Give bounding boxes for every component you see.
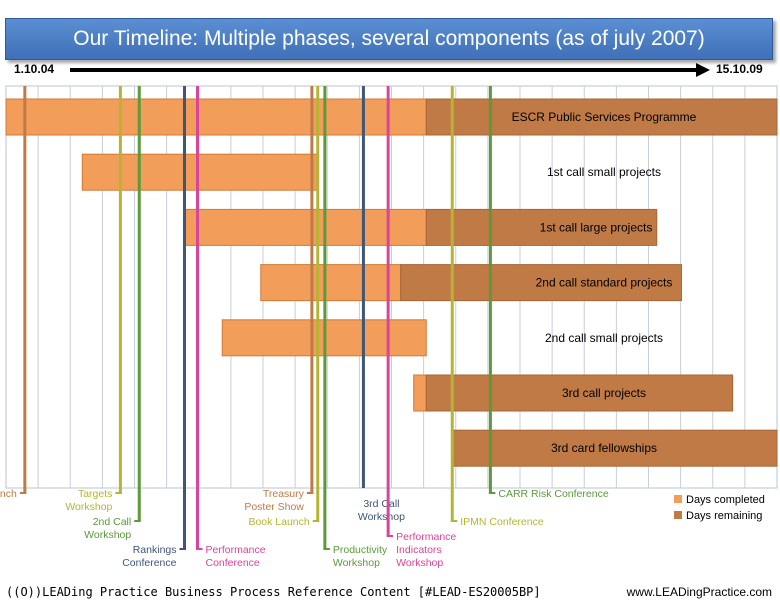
bar-label: 1st call small projects (547, 165, 661, 179)
bar-completed (184, 208, 427, 246)
event-label: CARR Risk Conference (498, 488, 608, 500)
footer-copyright: ((O))LEADing Practice Business Process R… (6, 585, 541, 599)
bar-label: ESCR Public Services Programme (512, 110, 697, 124)
event-label: Workshop (84, 529, 131, 541)
bar-label: 2nd call small projects (545, 331, 663, 345)
event-label: Workshop (65, 501, 112, 513)
timeline-start-label: 1.10.04 (14, 62, 55, 76)
timeline-end-label: 15.10.09 (716, 62, 763, 76)
bar-label: 1st call large projects (540, 220, 653, 234)
legend-label: Days completed (686, 494, 765, 506)
footer-website: www.LEADingPractice.com (626, 585, 772, 599)
bar-label: 3rd card fellowships (551, 441, 657, 455)
event-label: Rankings (133, 544, 177, 556)
event-label: Workshop (358, 511, 405, 523)
bar-completed (5, 98, 427, 136)
event-label: Treasury (263, 488, 305, 500)
event-label: Book Launch (248, 516, 309, 528)
chart-title: Our Timeline: Multiple phases, several c… (5, 18, 773, 60)
event-label: Poster Show (244, 501, 304, 513)
bar-remaining (425, 98, 778, 136)
event-label: Performance (205, 544, 265, 556)
bar-label: 2nd call standard projects (536, 276, 673, 290)
legend-label: Days remaining (686, 510, 762, 522)
event-label: Performance (396, 531, 456, 543)
event-label: 3rd Call (363, 498, 399, 510)
event-label: 2nd Call (93, 516, 132, 528)
bar-completed (413, 374, 427, 412)
bar-remaining (425, 208, 658, 246)
event-label: Targets (78, 488, 112, 500)
event-label: Launch (0, 488, 17, 500)
bar-remaining (425, 374, 734, 412)
bar-completed (260, 264, 402, 302)
event-label: Productivity (333, 544, 388, 556)
bar-remaining (451, 429, 778, 467)
event-label: Conference (205, 557, 259, 569)
legend-swatch (674, 511, 682, 519)
legend-swatch (674, 495, 682, 503)
event-label: Workshop (333, 557, 380, 569)
event-label: Conference (122, 557, 176, 569)
bar-completed (81, 153, 319, 191)
event-label: Indicators (396, 544, 442, 556)
event-label: Workshop (396, 557, 443, 569)
event-label: IPMN Conference (460, 516, 544, 528)
timeline-arrow-head (696, 63, 710, 77)
bar-label: 3rd call projects (562, 386, 646, 400)
bar-remaining (400, 264, 682, 302)
